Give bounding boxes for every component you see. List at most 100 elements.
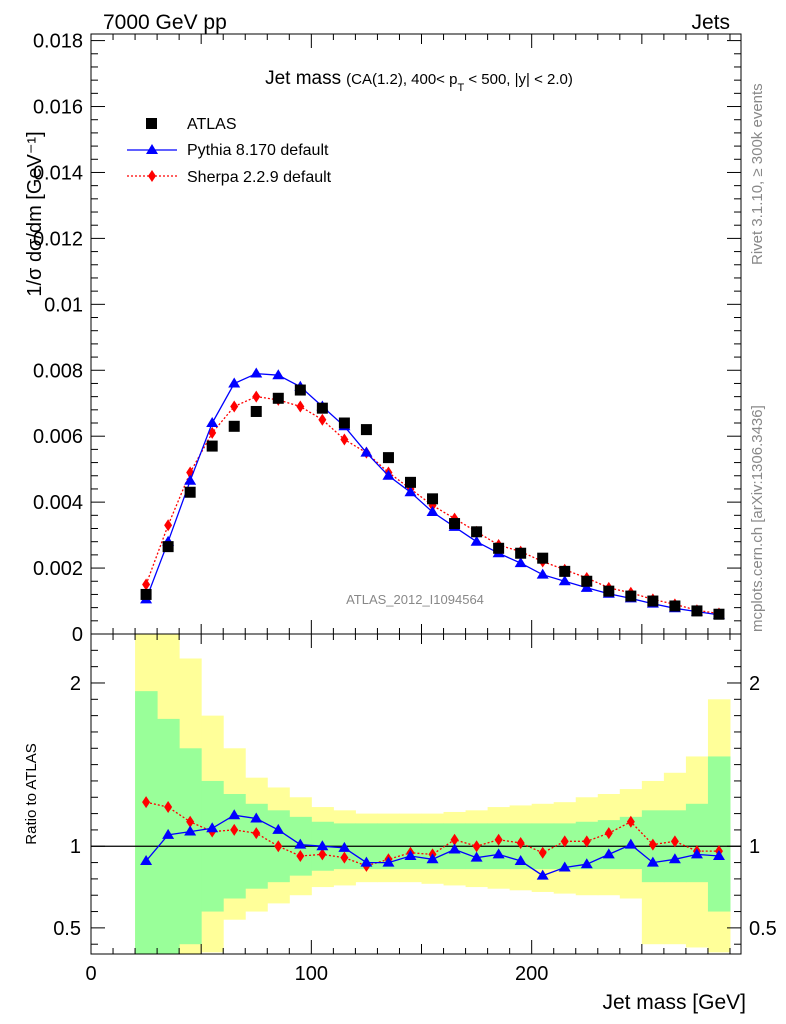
atlas-point [691, 605, 703, 617]
atlas-point [647, 595, 659, 607]
pythia-ratio-point [338, 841, 351, 852]
atlas-point [537, 552, 549, 564]
sherpa-ratio-point [494, 833, 503, 846]
atlas-point [294, 384, 306, 396]
legend-marker-pythia [146, 144, 158, 154]
sherpa-ratio-point [604, 827, 613, 840]
x-tick-label: 100 [295, 963, 328, 985]
sherpa-point [142, 578, 151, 591]
atlas-point [272, 392, 284, 404]
main-y-tick-label: 0.012 [33, 228, 83, 250]
main-y-tick-label: 0 [72, 624, 83, 646]
legend-marker-atlas [146, 118, 157, 129]
sherpa-ratio-point [142, 796, 151, 809]
atlas-point [713, 608, 725, 620]
sherpa-ratio-point [252, 827, 261, 840]
header-left: 7000 GeV pp [103, 11, 227, 34]
main-y-tick-label: 0.002 [33, 558, 83, 580]
title-sub-subscript: T [457, 82, 464, 94]
x-tick-label: 0 [85, 963, 96, 985]
main-data-layer [140, 367, 725, 620]
sherpa-ratio-point [626, 815, 635, 828]
pythia-ratio-point [360, 856, 373, 867]
atlas-point [360, 424, 372, 436]
pythia-ratio-point [712, 850, 725, 861]
sherpa-point [296, 400, 305, 413]
pythia-ratio-point [184, 825, 197, 836]
ratio-y-tick-label-right: 1 [749, 836, 760, 858]
pythia-ratio-point [140, 854, 153, 865]
pythia-point [580, 581, 593, 592]
pythia-point [514, 557, 527, 568]
sherpa-ratio-point [560, 835, 569, 848]
pythia-ratio-point [646, 856, 659, 867]
pythia-point [360, 446, 373, 457]
atlas-point [669, 600, 681, 612]
atlas-point [316, 402, 328, 414]
title-sub-pre: (CA(1.2), 400< p [346, 71, 457, 88]
x-ticks: 0 100 200 [85, 34, 731, 985]
main-y-axis-label: 1/σ dσ/dm [GeV⁻¹] [24, 131, 46, 296]
sherpa-point [318, 413, 327, 426]
pythia-ratio-point [580, 858, 593, 869]
atlas-point [228, 420, 240, 432]
x-tick-label: 200 [515, 963, 548, 985]
title-main: Jet mass [265, 68, 341, 89]
pythia-point [558, 575, 571, 586]
pythia-ratio-point [294, 838, 307, 849]
pythia-ratio-point [536, 869, 549, 880]
pythia-ratio-point [272, 823, 285, 834]
rivet-label: Rivet 3.1.10, ≥ 300k events [749, 83, 766, 265]
main-y-ticks: 0 0.002 0.004 0.006 0.008 0.01 0.012 0.014 0.016… [33, 31, 741, 646]
atlas-point [162, 541, 174, 553]
atlas-point [404, 476, 416, 488]
header-right: Jets [691, 11, 730, 34]
pythia-point [206, 417, 219, 428]
pythia-point [536, 568, 549, 579]
atlas-point [559, 565, 571, 577]
sherpa-ratio-point [296, 850, 305, 863]
atlas-point [581, 575, 593, 587]
atlas-point [206, 440, 218, 452]
pythia-ratio-point [558, 861, 571, 872]
ratio-y-tick-label: 2 [70, 673, 81, 695]
sherpa-ratio-point [648, 838, 657, 851]
ratio-y-ticks: 0.5 0.5 1 1 2 2 [53, 649, 777, 945]
pythia-ratio-point [162, 828, 175, 839]
sherpa-ratio-point [516, 836, 525, 849]
mcplots-label: mcplots.cern.ch [arXiv:1306.3436] [749, 405, 766, 632]
pythia-ratio-point [448, 843, 461, 854]
sherpa-point [340, 433, 349, 446]
sherpa-line [145, 395, 720, 615]
pythia-ratio-point [316, 840, 329, 851]
atlas-point [382, 452, 394, 464]
ratio-y-tick-label-right: 0.5 [749, 918, 777, 940]
pythia-ratio-point [514, 854, 527, 865]
pythia-point [470, 535, 483, 546]
sherpa-ratio-point [186, 815, 195, 828]
pythia-point [250, 367, 263, 378]
inner-uncertainty-band [597, 820, 621, 870]
main-y-tick-label: 0.016 [33, 97, 83, 119]
sherpa-ratio-point [472, 840, 481, 853]
pythia-ratio-point [668, 853, 681, 864]
legend-marker-sherpa [148, 170, 156, 182]
pythia-ratio-point [470, 851, 483, 862]
main-y-tick-label: 0.01 [44, 294, 83, 316]
pythia-point [426, 506, 439, 517]
pythia-ratio-point [426, 853, 439, 864]
ratio-panel: 0.5 0.5 1 1 2 2 0 100 200 Ratio to ATLAS Jet ma… [23, 34, 777, 1014]
pythia-ratio-point [228, 809, 241, 820]
pythia-point [228, 377, 241, 388]
title-sub-post: < 500, |y| < 2.0) [464, 71, 573, 88]
pythia-point [404, 486, 417, 497]
main-y-tick-label: 0.006 [33, 426, 83, 448]
x-axis-label: Jet mass [GeV] [602, 991, 746, 1014]
sherpa-ratio-point [450, 833, 459, 846]
pythia-point [184, 474, 197, 485]
pythia-ratio-point [250, 812, 263, 823]
atlas-point [603, 585, 615, 597]
main-y-tick-label: 0.014 [33, 162, 83, 184]
sherpa-ratio-point [538, 846, 547, 859]
